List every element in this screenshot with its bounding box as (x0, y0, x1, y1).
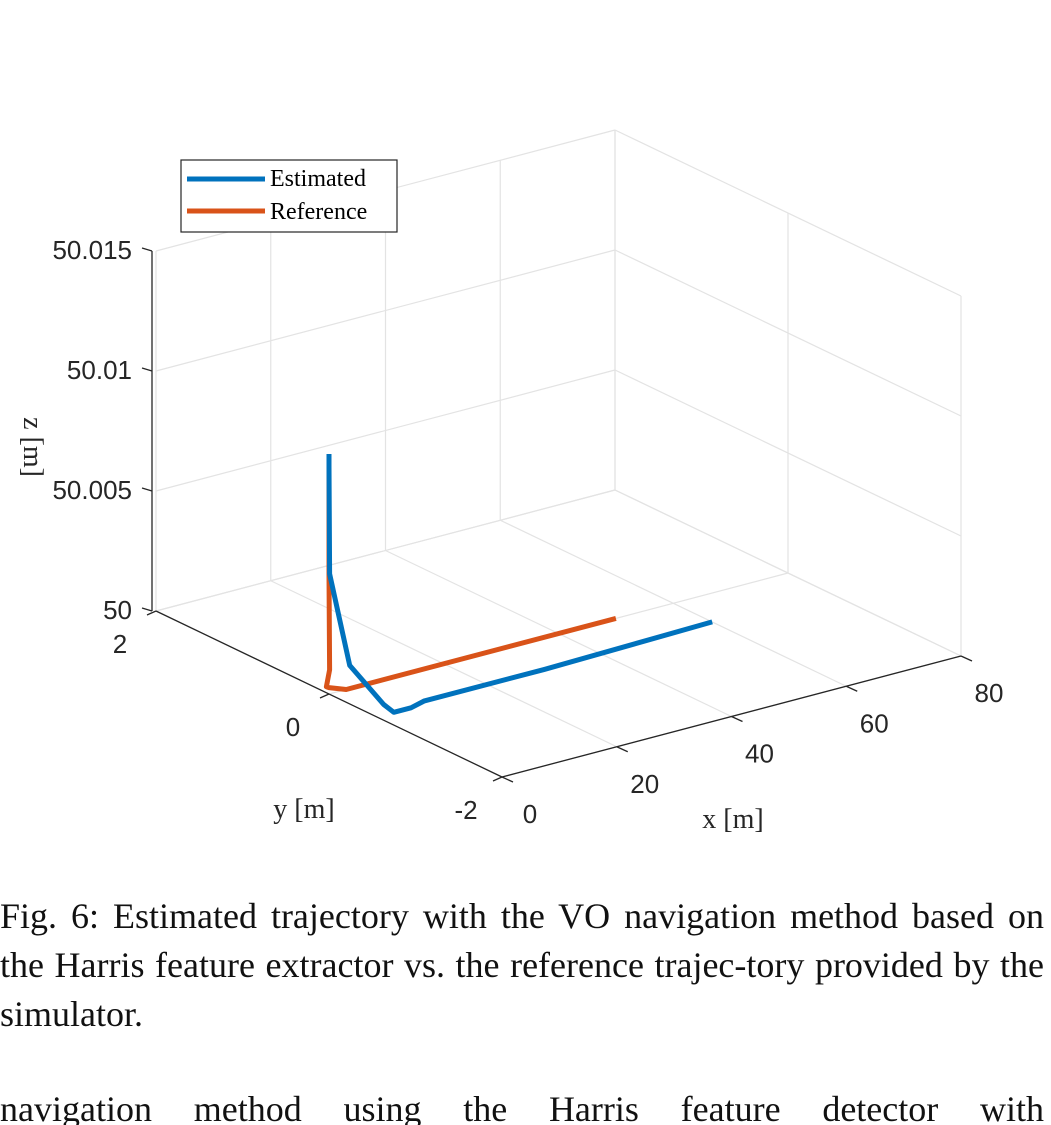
legend-label-estimated: Estimated (270, 166, 366, 192)
y-tick-label: -2 (454, 795, 477, 825)
grid-backwall-z (155, 489, 616, 612)
z-tick (141, 487, 153, 492)
y-tick-label: 2 (113, 629, 127, 659)
z-axis-label: z [m] (17, 417, 48, 477)
x-tick (616, 746, 629, 753)
x-tick-label: 80 (975, 678, 1004, 708)
grid-backwall-z (155, 369, 616, 492)
y-tick (146, 610, 157, 616)
series-line-reference (323, 454, 617, 692)
z-tick-label: 50.005 (52, 475, 132, 505)
y-tick (319, 693, 330, 699)
z-tick (141, 367, 153, 372)
series-line-estimated (326, 454, 713, 715)
x-tick (731, 715, 743, 723)
y-axis-label: y [m] (273, 794, 334, 825)
grid-rightwall-z (614, 249, 962, 417)
figure-caption: Fig. 6: Estimated trajectory with the VO… (0, 896, 1044, 1034)
z-tick (141, 247, 153, 252)
tick-labels: 0 20 40 60 80 -2 0 2 50 50.005 50.01 50.015 (52, 235, 1003, 829)
series-lines (323, 454, 713, 715)
z-tick-label: 50.015 (52, 235, 132, 265)
x-axis-label: x [m] (702, 804, 763, 835)
z-tick (141, 607, 153, 612)
z-tick-label: 50.01 (67, 355, 132, 385)
grid-rightwall-z (614, 489, 962, 657)
legend: Estimated Reference (180, 159, 398, 233)
x-tick-label: 60 (860, 708, 889, 738)
grid-rightwall-z (614, 129, 962, 297)
grid-rightwall-z (614, 369, 962, 537)
x-tick (960, 655, 973, 662)
y-tick-label: 0 (286, 712, 300, 742)
x-tick-label: 0 (523, 799, 537, 829)
axes (141, 247, 973, 783)
grid-backwall-z (155, 249, 616, 372)
legend-box (180, 159, 398, 233)
x-tick (501, 776, 514, 783)
trajectory-3d-plot: 0 20 40 60 80 -2 0 2 50 50.005 50.01 50.015 x [m] y… (17, 129, 1003, 835)
x-tick-label: 20 (630, 769, 659, 799)
legend-label-reference: Reference (270, 199, 367, 225)
body-text-line: navigation method using the Harris featu… (0, 1089, 1044, 1125)
x-tick (845, 685, 858, 692)
z-tick-label: 50 (103, 595, 132, 625)
x-tick-label: 40 (745, 739, 774, 769)
y-tick (492, 776, 503, 782)
trajectory-figure: 0 20 40 60 80 -2 0 2 50 50.005 50.01 50.015 x [m] y… (17, 129, 1003, 835)
